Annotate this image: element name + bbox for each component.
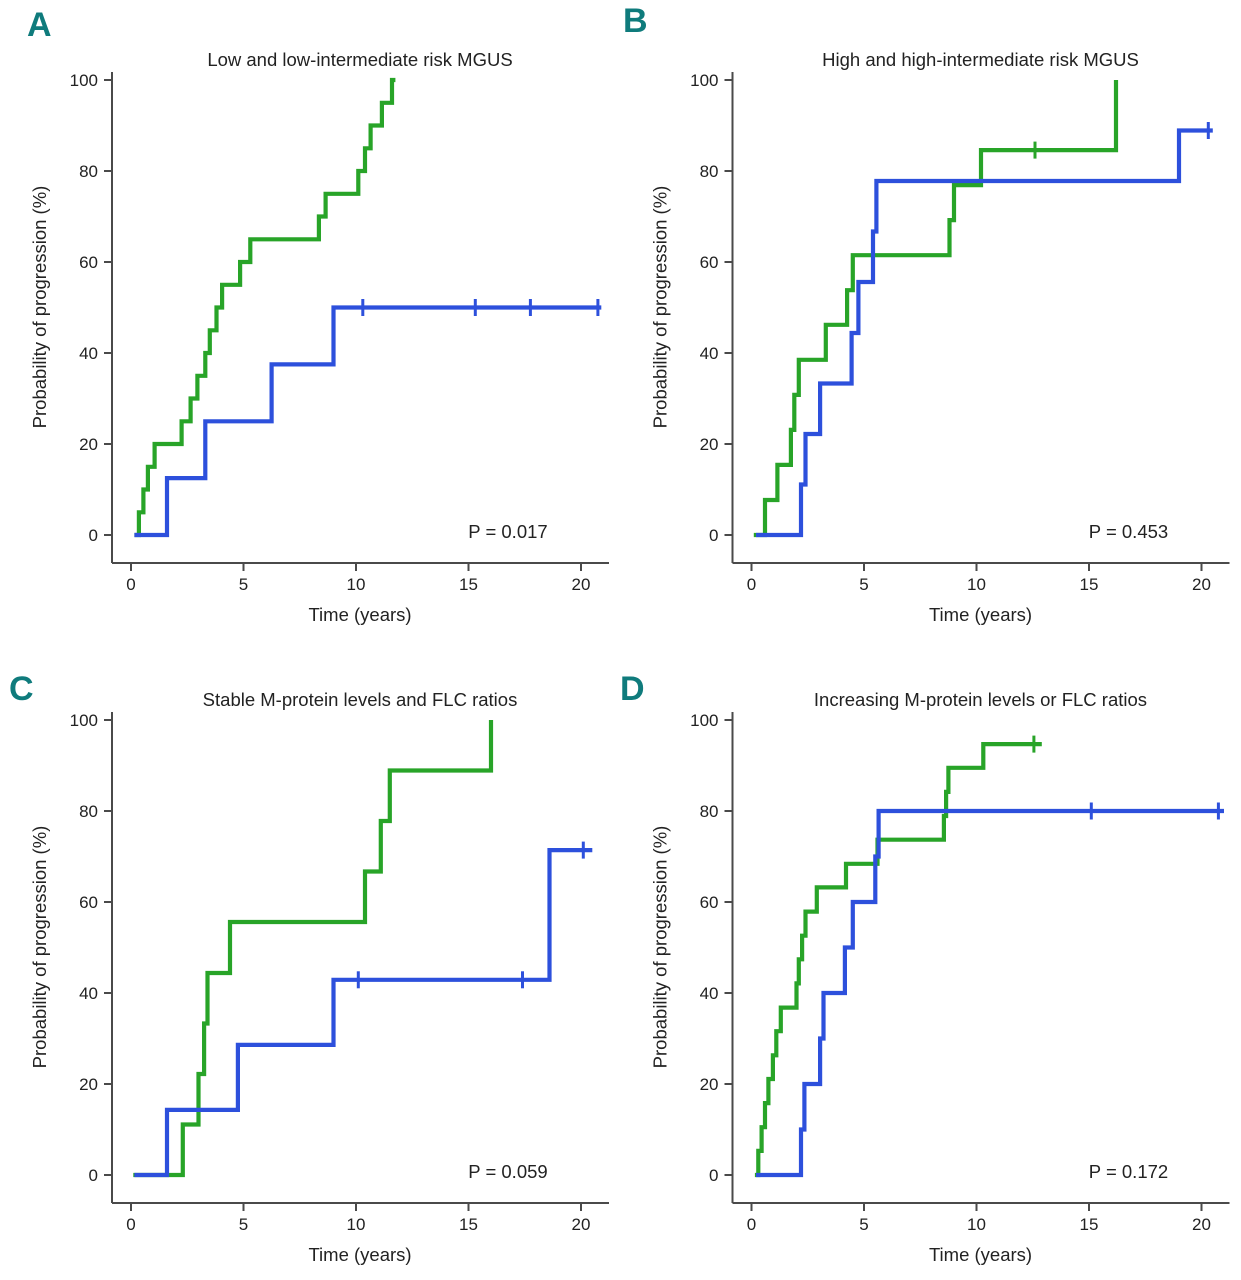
x-tick-label: 15	[459, 575, 478, 594]
y-tick-label: 100	[690, 711, 718, 730]
y-tick-label: 80	[79, 802, 98, 821]
x-tick-label: 20	[1192, 1215, 1211, 1234]
p-value-label: P = 0.453	[1089, 521, 1168, 542]
x-tick-label: 0	[126, 1215, 135, 1234]
x-tick-label: 10	[347, 1215, 366, 1234]
y-tick-label: 20	[700, 1075, 719, 1094]
y-tick-label: 20	[700, 435, 719, 454]
km-panel-D: D Increasing M-protein levels or FLC rat…	[620, 640, 1241, 1280]
p-value-label: P = 0.172	[1089, 1161, 1168, 1182]
y-tick-label: 40	[79, 344, 98, 363]
km-panel-C: C Stable M-protein levels and FLC ratios…	[0, 640, 620, 1280]
curve-blue-group	[134, 305, 602, 538]
x-tick-label: 10	[347, 575, 366, 594]
y-tick-label: 80	[700, 162, 719, 181]
curve-green-group	[133, 720, 494, 1178]
km-plot-C: Stable M-protein levels and FLC ratios 0 5…	[29, 689, 609, 1265]
km-plot-B: High and high-intermediate risk MGUS 0 5 10…	[650, 49, 1230, 625]
y-tick-label: 40	[700, 984, 719, 1003]
x-tick-label: 5	[859, 575, 868, 594]
y-axis-label: Probability of progression (%)	[650, 186, 671, 429]
x-axis-label: Time (years)	[308, 604, 411, 625]
y-axis-label: Probability of progression (%)	[29, 826, 50, 1069]
km-plot-D: Increasing M-protein levels or FLC ratio…	[650, 689, 1230, 1265]
x-tick-label: 15	[1080, 1215, 1099, 1234]
y-tick-label: 0	[709, 526, 718, 545]
x-tick-label: 20	[572, 575, 591, 594]
x-tick-label: 0	[126, 575, 135, 594]
panel-letter-C: C	[9, 670, 34, 708]
x-axis-label: Time (years)	[929, 604, 1032, 625]
x-tick-label: 0	[747, 575, 756, 594]
x-tick-label: 5	[859, 1215, 868, 1234]
p-value-label: P = 0.059	[468, 1161, 547, 1182]
y-tick-label: 60	[79, 253, 98, 272]
y-tick-label: 100	[70, 71, 98, 90]
chart-title: Low and low-intermediate risk MGUS	[207, 49, 512, 70]
curve-blue-group	[756, 808, 1224, 1178]
y-tick-label: 40	[700, 344, 719, 363]
chart-title: Stable M-protein levels and FLC ratios	[203, 689, 518, 710]
y-tick-label: 60	[700, 253, 719, 272]
x-tick-label: 10	[967, 575, 986, 594]
x-tick-label: 5	[239, 575, 248, 594]
curve-green-group	[753, 80, 1119, 538]
x-tick-label: 20	[1192, 575, 1211, 594]
y-axis-label: Probability of progression (%)	[29, 186, 50, 429]
panel-letter-B: B	[623, 2, 648, 40]
x-axis-label: Time (years)	[929, 1244, 1032, 1265]
y-tick-label: 40	[79, 984, 98, 1003]
km-panel-A: A Low and low-intermediate risk MGUS 0 5 10…	[0, 0, 620, 640]
curve-green-group	[134, 77, 396, 538]
panel-letter-A: A	[27, 6, 52, 44]
x-tick-label: 15	[459, 1215, 478, 1234]
curve-green-group	[754, 742, 1042, 1178]
y-tick-label: 0	[89, 1166, 98, 1185]
y-tick-label: 20	[79, 435, 98, 454]
x-tick-label: 20	[572, 1215, 591, 1234]
y-tick-label: 20	[79, 1075, 98, 1094]
km-plot-A: Low and low-intermediate risk MGUS 0 5 10 15…	[29, 49, 609, 625]
panel-letter-D: D	[620, 670, 645, 708]
km-panel-B: B High and high-intermediate risk MGUS 0 5…	[620, 0, 1241, 640]
curve-blue-group	[756, 128, 1213, 538]
y-tick-label: 80	[700, 802, 719, 821]
y-tick-label: 100	[690, 71, 718, 90]
y-tick-label: 0	[709, 1166, 718, 1185]
x-axis-label: Time (years)	[308, 1244, 411, 1265]
y-tick-label: 0	[89, 526, 98, 545]
x-tick-label: 0	[747, 1215, 756, 1234]
x-tick-label: 5	[239, 1215, 248, 1234]
y-tick-label: 80	[79, 162, 98, 181]
x-tick-label: 15	[1080, 575, 1099, 594]
y-tick-label: 60	[79, 893, 98, 912]
y-tick-label: 100	[70, 711, 98, 730]
chart-title: High and high-intermediate risk MGUS	[822, 49, 1139, 70]
p-value-label: P = 0.017	[468, 521, 547, 542]
x-tick-label: 10	[967, 1215, 986, 1234]
chart-title: Increasing M-protein levels or FLC ratio…	[814, 689, 1147, 710]
y-axis-label: Probability of progression (%)	[650, 826, 671, 1069]
curve-blue-group	[134, 848, 593, 1178]
y-tick-label: 60	[700, 893, 719, 912]
